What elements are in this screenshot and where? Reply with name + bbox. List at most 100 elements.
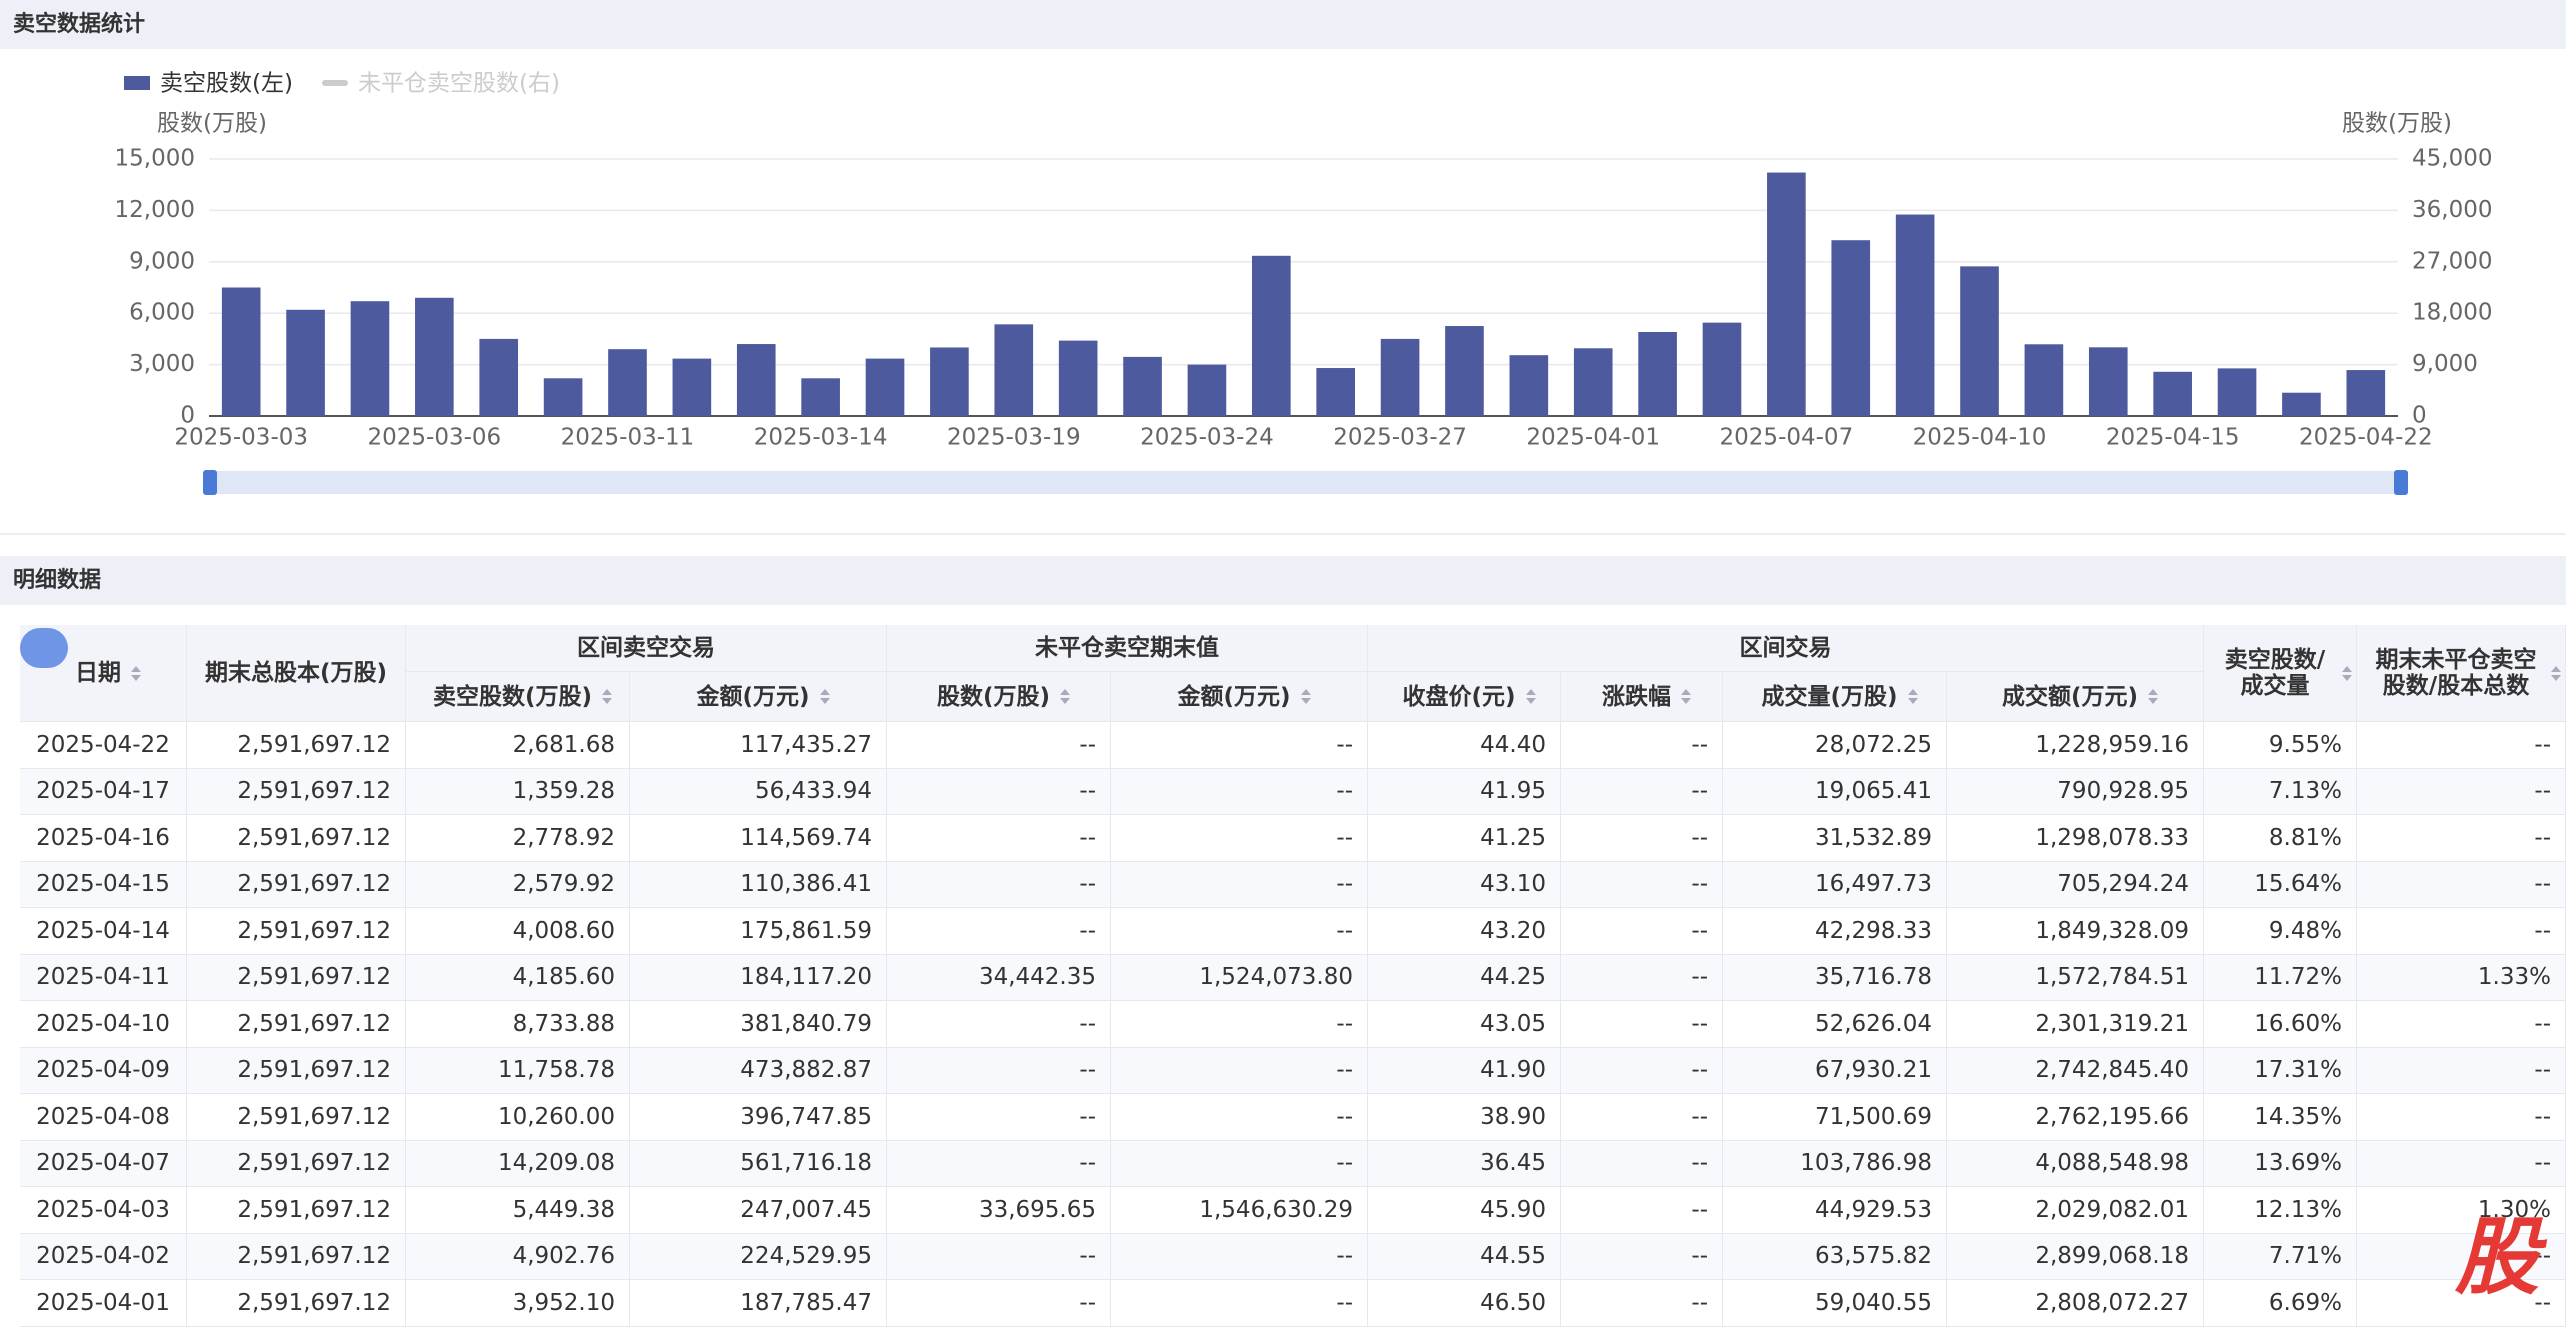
cell-text: 2,762,195.66 bbox=[2035, 1103, 2189, 1130]
cell-text: 1.30% bbox=[2477, 1196, 2551, 1223]
cell-text: -- bbox=[1336, 917, 1353, 944]
cell-text: -- bbox=[1691, 731, 1708, 758]
table-cell: 2,591,697.12 bbox=[187, 768, 406, 815]
bar bbox=[801, 378, 840, 416]
table-cell: 1,524,073.80 bbox=[1111, 954, 1368, 1001]
table-cell: 2025-04-03 bbox=[20, 1187, 187, 1234]
cell-text: 8.81% bbox=[2268, 824, 2342, 851]
table-cell: 8.81% bbox=[2204, 815, 2357, 862]
zoom-handle[interactable] bbox=[2394, 470, 2408, 495]
cell-text: 2,029,082.01 bbox=[2035, 1196, 2189, 1223]
y-tick-label: 0 bbox=[180, 403, 195, 429]
cell-text: 38.90 bbox=[1480, 1103, 1546, 1130]
table-cell: 35,716.78 bbox=[1723, 954, 1947, 1001]
cell-text: 43.20 bbox=[1480, 917, 1546, 944]
bar bbox=[930, 347, 969, 416]
cell-text: 63,575.82 bbox=[1814, 1243, 1932, 1270]
cell-text: -- bbox=[1336, 731, 1353, 758]
cell-text: 13.69% bbox=[2254, 1150, 2342, 1177]
cell-text: 44.25 bbox=[1480, 964, 1546, 991]
x-tick-label: 2025-03-27 bbox=[1333, 425, 1467, 451]
table-cell: 396,747.85 bbox=[630, 1094, 887, 1141]
table-cell: 2,591,697.12 bbox=[187, 722, 406, 769]
table-cell: 2,591,697.12 bbox=[187, 954, 406, 1001]
table-cell: 8,733.88 bbox=[406, 1001, 630, 1048]
zoom-handle[interactable] bbox=[203, 470, 217, 495]
bar bbox=[479, 338, 519, 416]
legend-swatch[interactable] bbox=[322, 80, 348, 86]
cell-text: -- bbox=[1079, 1057, 1096, 1084]
cell-text: 15.64% bbox=[2254, 871, 2342, 898]
column-header[interactable]: 成交量(万股) bbox=[1723, 672, 1947, 722]
column-header[interactable]: 股数(万股) bbox=[887, 672, 1111, 722]
bar bbox=[543, 378, 583, 416]
table-cell: 7.71% bbox=[2204, 1233, 2357, 1280]
bar bbox=[1509, 355, 1549, 416]
y2-tick-label: 9,000 bbox=[2412, 351, 2478, 377]
cell-text: 2025-04-14 bbox=[36, 917, 170, 944]
table-cell: 2025-04-08 bbox=[20, 1094, 187, 1141]
column-header[interactable]: 期末未平仓卖空股数/股本总数 bbox=[2357, 625, 2566, 722]
column-header: 未平仓卖空期末值 bbox=[887, 625, 1368, 672]
table-cell: -- bbox=[887, 908, 1111, 955]
table-cell: -- bbox=[1561, 1140, 1723, 1187]
column-header[interactable]: 卖空股数(万股) bbox=[406, 672, 630, 722]
table-cell: 31,532.89 bbox=[1723, 815, 1947, 862]
table-cell: -- bbox=[1561, 908, 1723, 955]
table-cell: -- bbox=[1111, 1001, 1368, 1048]
cell-text: -- bbox=[1336, 824, 1353, 851]
column-header[interactable]: 成交额(万元) bbox=[1947, 672, 2204, 722]
cell-text: -- bbox=[1079, 1243, 1096, 1270]
column-header: 期末总股本(万股) bbox=[187, 625, 406, 722]
table-cell: 71,500.69 bbox=[1723, 1094, 1947, 1141]
cell-text: -- bbox=[2534, 824, 2551, 851]
cell-text: 2,591,697.12 bbox=[237, 778, 391, 805]
table-cell: -- bbox=[887, 768, 1111, 815]
column-header[interactable]: 收盘价(元) bbox=[1368, 672, 1561, 722]
legend-swatch[interactable] bbox=[124, 76, 150, 90]
cell-text: -- bbox=[1079, 1103, 1096, 1130]
table-cell: -- bbox=[1111, 722, 1368, 769]
cell-text: 224,529.95 bbox=[740, 1243, 872, 1270]
table-cell: 2,808,072.27 bbox=[1947, 1280, 2204, 1327]
cell-text: 2025-04-11 bbox=[36, 964, 170, 991]
table-cell: 41.25 bbox=[1368, 815, 1561, 862]
filter-button[interactable] bbox=[20, 628, 68, 668]
cell-text: 成交量(万股) bbox=[1761, 683, 1898, 710]
cell-text: 2,778.92 bbox=[512, 824, 615, 851]
cell-text: 2025-04-08 bbox=[36, 1103, 170, 1130]
cell-text: 396,747.85 bbox=[740, 1103, 872, 1130]
table-cell: -- bbox=[2357, 722, 2566, 769]
table-cell: 2,579.92 bbox=[406, 861, 630, 908]
cell-text: 31,532.89 bbox=[1814, 824, 1932, 851]
cell-text: 2,579.92 bbox=[512, 871, 615, 898]
table-cell: -- bbox=[887, 1280, 1111, 1327]
cell-text: 17.31% bbox=[2254, 1057, 2342, 1084]
cell-text: -- bbox=[1336, 1057, 1353, 1084]
legend-label[interactable]: 未平仓卖空股数(右) bbox=[358, 71, 560, 97]
column-header[interactable]: 卖空股数/成交量 bbox=[2204, 625, 2357, 722]
legend-label[interactable]: 卖空股数(左) bbox=[160, 71, 293, 97]
table-cell: -- bbox=[1561, 1001, 1723, 1048]
column-header[interactable]: 涨跌幅 bbox=[1561, 672, 1723, 722]
table-cell: -- bbox=[887, 1094, 1111, 1141]
cell-text: 2,301,319.21 bbox=[2035, 1010, 2189, 1037]
table-cell: 67,930.21 bbox=[1723, 1047, 1947, 1094]
column-header[interactable]: 金额(万元) bbox=[630, 672, 887, 722]
table-cell: -- bbox=[1111, 861, 1368, 908]
cell-text: 金额(万元) bbox=[1177, 683, 1291, 710]
table-cell: 114,569.74 bbox=[630, 815, 887, 862]
cell-text: -- bbox=[1079, 1010, 1096, 1037]
table-cell: 33,695.65 bbox=[887, 1187, 1111, 1234]
bar bbox=[865, 358, 905, 416]
table-cell: 2,591,697.12 bbox=[187, 861, 406, 908]
y-tick-label: 9,000 bbox=[129, 248, 195, 274]
cell-text: -- bbox=[1691, 871, 1708, 898]
cell-text: 12.13% bbox=[2254, 1196, 2342, 1223]
column-header[interactable]: 金额(万元) bbox=[1111, 672, 1368, 722]
table-cell: 5,449.38 bbox=[406, 1187, 630, 1234]
table-cell: 1,359.28 bbox=[406, 768, 630, 815]
table-cell: 41.90 bbox=[1368, 1047, 1561, 1094]
bar bbox=[994, 324, 1034, 416]
zoom-slider[interactable] bbox=[209, 471, 2402, 494]
